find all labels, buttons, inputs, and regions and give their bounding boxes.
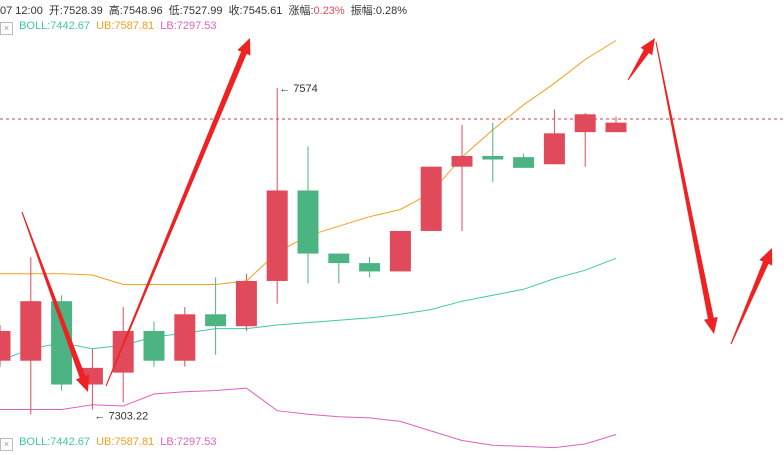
trend-arrow-down-long [655, 41, 718, 335]
candle-body [20, 301, 42, 361]
candle-body [328, 253, 350, 264]
candle-body [174, 314, 196, 361]
candle-body [574, 114, 596, 133]
candle-body [143, 330, 165, 361]
open-value: 7528.39 [62, 5, 103, 17]
candle-body [0, 330, 11, 361]
change-label: 涨幅: [288, 5, 314, 17]
close-x-icon[interactable]: × [0, 22, 13, 35]
low-value: 7527.99 [182, 5, 223, 17]
candle-body [205, 314, 227, 327]
candle-body [451, 155, 473, 167]
amplitude-label: 振幅: [350, 5, 376, 17]
candle-body [297, 190, 319, 254]
boll-lower-band [0, 387, 617, 449]
boll-info-row-bottom: × BOLL:7442.67 UB:7587.81 LB:7297.53 [0, 436, 220, 451]
boll-value-bottom: BOLL:7442.67 [19, 436, 91, 448]
trend-arrow-down [21, 211, 90, 392]
candle-body [543, 133, 565, 165]
trend-arrow-rebound [730, 248, 773, 345]
low-label: 低: [168, 5, 183, 17]
candle-body [605, 122, 627, 133]
boll-info-row: × BOLL:7442.67 UB:7587.81 LB:7297.53 [0, 20, 220, 35]
close-value: 7545.61 [242, 5, 283, 17]
candle-body [420, 166, 442, 231]
ub-value-bottom: UB:7587.81 [96, 436, 155, 448]
change-value: 0.23% [313, 5, 345, 17]
candle-body [359, 263, 381, 272]
high-value: 7548.96 [122, 5, 163, 17]
open-label: 开: [48, 5, 63, 17]
high-price-label: ← 7574 [279, 83, 318, 95]
ohlc-info-row: 07 12:00 开:7528.39 高:7548.96 低:7527.99 收… [0, 2, 410, 18]
candle-body [266, 190, 288, 281]
candle-body [235, 280, 257, 327]
low-price-label: ← 7303.22 [94, 411, 148, 423]
ub-value: UB:7587.81 [96, 20, 155, 32]
trend-arrow-up-short [627, 38, 655, 81]
boll-value: BOLL:7442.67 [19, 20, 91, 32]
ohlc-time: 07 12:00 [0, 5, 43, 17]
lb-value-bottom: LB:7297.53 [160, 436, 217, 448]
candle-body [389, 230, 411, 272]
candle-body [482, 155, 504, 160]
candle-body [51, 301, 73, 385]
candle-body [112, 330, 134, 373]
candle-body [513, 157, 535, 168]
high-label: 高: [108, 5, 123, 17]
trend-arrow-up [105, 38, 251, 387]
lb-value: LB:7297.53 [160, 20, 217, 32]
close-x-icon[interactable]: × [0, 438, 13, 451]
boll-middle-band [0, 257, 617, 362]
close-label: 收: [228, 5, 243, 17]
amplitude-value: 0.28% [375, 5, 408, 17]
